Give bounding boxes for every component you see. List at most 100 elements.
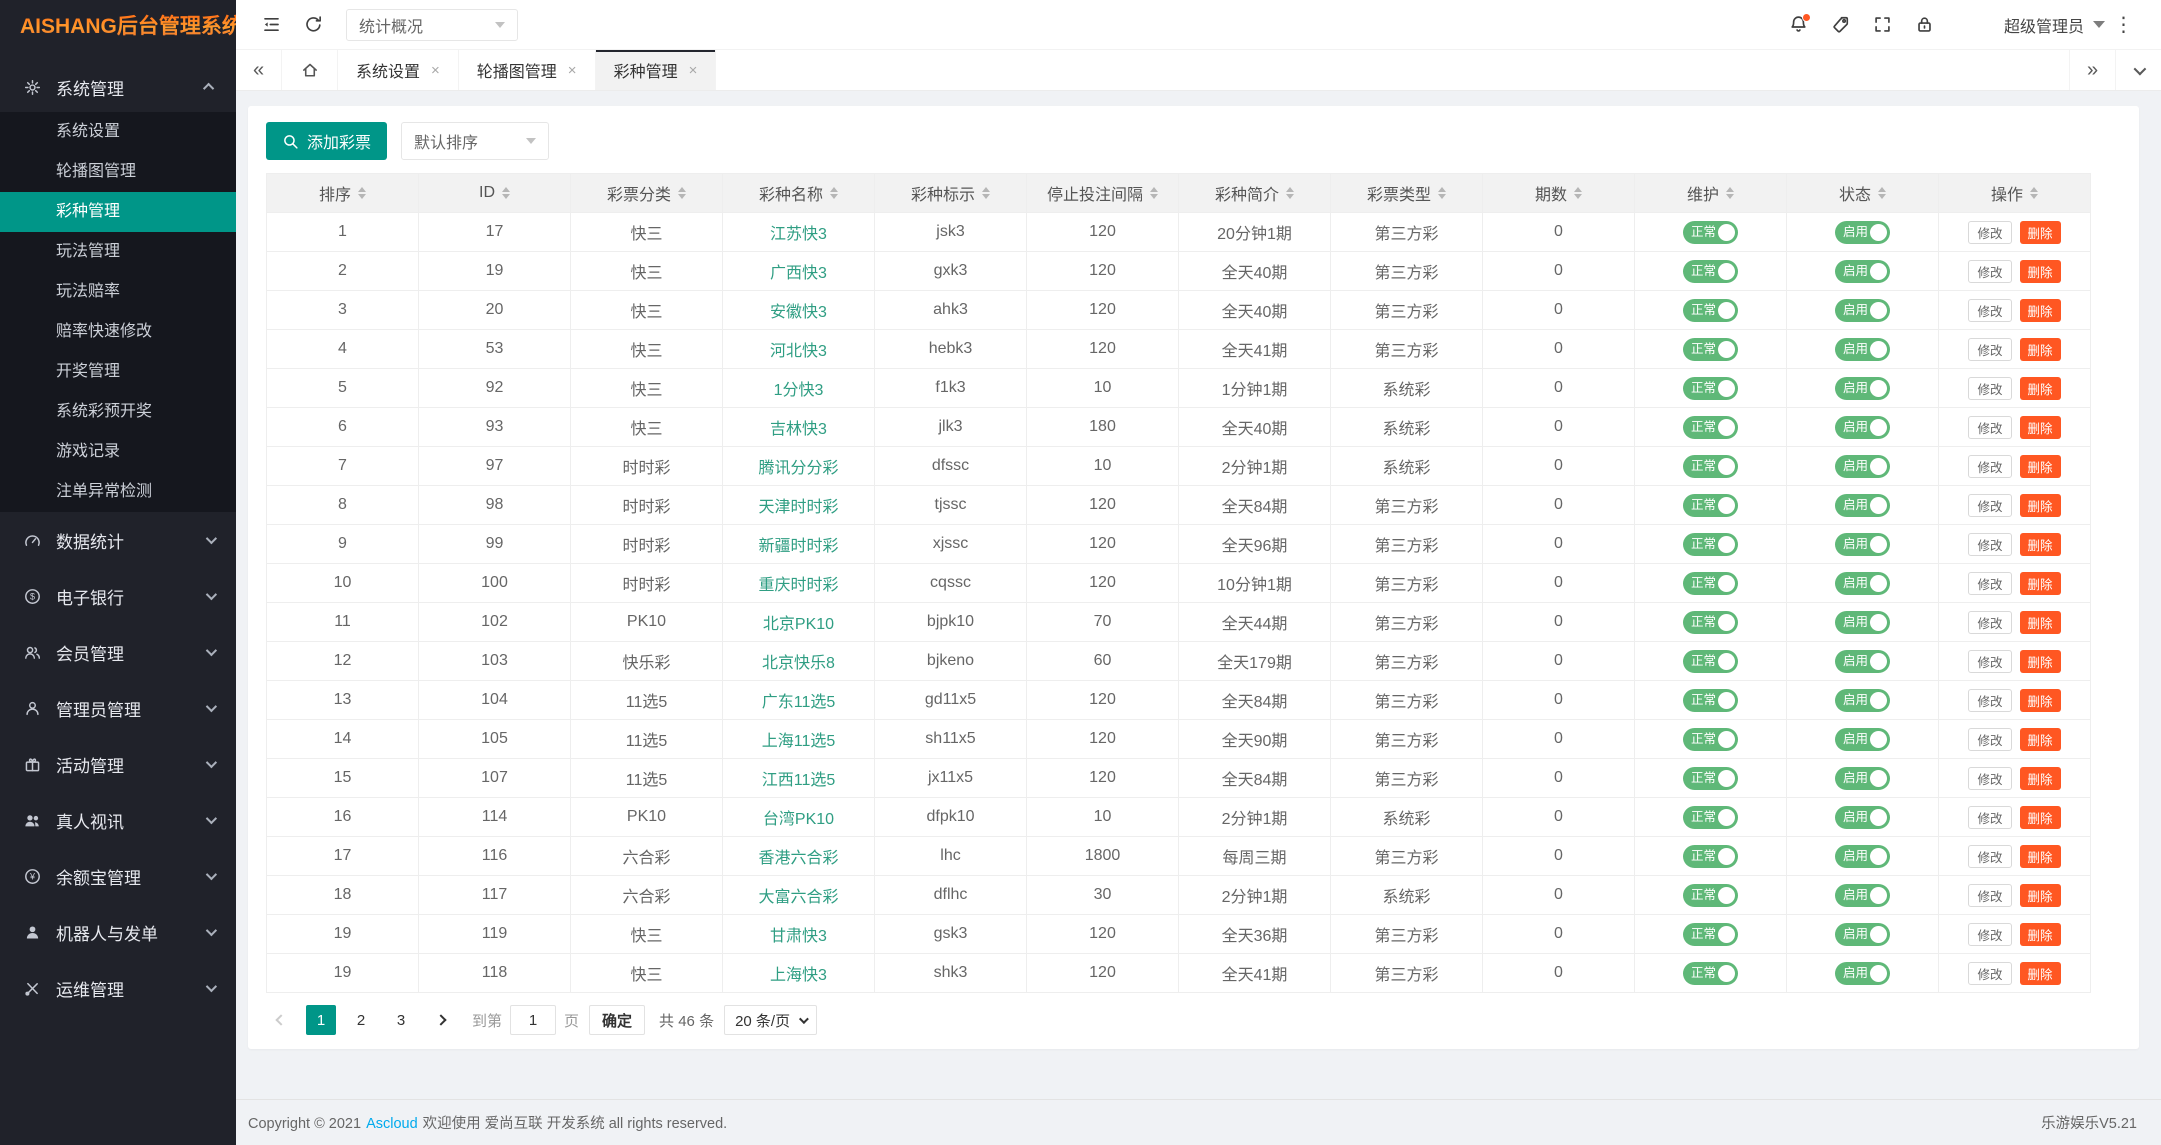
delete-button[interactable]: 删除 [2019,766,2061,790]
maintain-toggle[interactable]: 正常 [1683,337,1738,361]
status-toggle[interactable]: 启用 [1835,688,1890,712]
delete-button[interactable]: 删除 [2019,727,2061,751]
lottery-name-link[interactable]: 台湾PK10 [723,798,875,836]
column-header[interactable]: 彩种名称 [723,174,875,212]
status-toggle[interactable]: 启用 [1835,649,1890,673]
column-header[interactable]: 操作 [1939,174,2090,212]
maintain-toggle[interactable]: 正常 [1683,922,1738,946]
lock-icon[interactable] [1904,0,1946,50]
maintain-toggle[interactable]: 正常 [1683,805,1738,829]
sidebar-group-live-video-toggle[interactable]: 真人视讯 [0,792,236,848]
status-toggle[interactable]: 启用 [1835,259,1890,283]
edit-button[interactable]: 修改 [1968,337,2012,361]
add-lottery-button[interactable]: 添加彩票 [266,122,388,160]
tabs-scroll-left-icon[interactable]: « [236,50,282,90]
tag-icon[interactable] [1820,0,1862,50]
lottery-name-link[interactable]: 北京PK10 [723,603,875,641]
ascloud-link[interactable]: Ascloud [366,1116,418,1132]
edit-button[interactable]: 修改 [1968,961,2012,985]
delete-button[interactable]: 删除 [2019,922,2061,946]
maintain-toggle[interactable]: 正常 [1683,298,1738,322]
lottery-name-link[interactable]: 北京快乐8 [723,642,875,680]
maintain-toggle[interactable]: 正常 [1683,688,1738,712]
user-menu[interactable]: 超级管理员 [2004,13,2105,37]
column-header[interactable]: ID [419,174,571,212]
edit-button[interactable]: 修改 [1968,376,2012,400]
lottery-name-link[interactable]: 广西快3 [723,252,875,290]
edit-button[interactable]: 修改 [1968,883,2012,907]
lottery-name-link[interactable]: 河北快3 [723,330,875,368]
page-button-3[interactable]: 3 [396,1011,406,1029]
status-toggle[interactable]: 启用 [1835,493,1890,517]
lottery-name-link[interactable]: 1分快3 [723,369,875,407]
edit-button[interactable]: 修改 [1968,298,2012,322]
sidebar-group-robot-and-orders-toggle[interactable]: 机器人与发单 [0,904,236,960]
tabs-more-icon[interactable]: » [2069,50,2115,90]
notification-bell-icon[interactable] [1778,0,1820,50]
sort-select[interactable]: 默认排序 [401,122,550,160]
delete-button[interactable]: 删除 [2019,688,2061,712]
maintain-toggle[interactable]: 正常 [1683,415,1738,439]
status-toggle[interactable]: 启用 [1835,805,1890,829]
sidebar-item-system-lottery-predraw[interactable]: 系统彩预开奖 [56,403,153,420]
page-button-1[interactable]: 1 [306,1005,336,1035]
status-toggle[interactable]: 启用 [1835,532,1890,556]
column-header[interactable]: 停止投注间隔 [1027,174,1179,212]
column-header[interactable]: 状态 [1787,174,1939,212]
delete-button[interactable]: 删除 [2019,454,2061,478]
column-header[interactable]: 维护 [1635,174,1787,212]
lottery-name-link[interactable]: 上海快3 [723,954,875,992]
lottery-name-link[interactable]: 重庆时时彩 [723,564,875,602]
sidebar-group-yuebao-management-toggle[interactable]: ¥ 余额宝管理 [0,848,236,904]
delete-button[interactable]: 删除 [2019,376,2061,400]
maintain-toggle[interactable]: 正常 [1683,844,1738,868]
maintain-toggle[interactable]: 正常 [1683,259,1738,283]
sidebar-item-system-settings[interactable]: 系统设置 [56,123,121,140]
maintain-toggle[interactable]: 正常 [1683,532,1738,556]
status-toggle[interactable]: 启用 [1835,727,1890,751]
delete-button[interactable]: 删除 [2019,220,2061,244]
maintain-toggle[interactable]: 正常 [1683,493,1738,517]
status-toggle[interactable]: 启用 [1835,337,1890,361]
maintain-toggle[interactable]: 正常 [1683,220,1738,244]
lottery-name-link[interactable]: 大富六合彩 [723,876,875,914]
delete-button[interactable]: 删除 [2019,532,2061,556]
close-icon[interactable]: × [431,61,440,79]
delete-button[interactable]: 删除 [2019,883,2061,907]
lottery-name-link[interactable]: 腾讯分分彩 [723,447,875,485]
sidebar-item-lottery-management[interactable]: 彩种管理 [0,192,236,232]
sidebar-group-ops-management-toggle[interactable]: 运维管理 [0,960,236,1016]
nav-select[interactable]: 统计概况 [346,8,518,41]
edit-button[interactable]: 修改 [1968,454,2012,478]
prev-page-button[interactable] [266,1005,296,1035]
sidebar-group-activity-management-toggle[interactable]: 活动管理 [0,736,236,792]
lottery-name-link[interactable]: 吉林快3 [723,408,875,446]
maintain-toggle[interactable]: 正常 [1683,961,1738,985]
menu-collapse-icon[interactable] [250,0,292,50]
sidebar-group-system-toggle[interactable]: 系统管理 [0,62,236,112]
edit-button[interactable]: 修改 [1968,688,2012,712]
sidebar-item-play-management[interactable]: 玩法管理 [56,243,121,260]
sidebar-group-admin-management-toggle[interactable]: 管理员管理 [0,680,236,736]
edit-button[interactable]: 修改 [1968,220,2012,244]
lottery-name-link[interactable]: 广东11选5 [723,681,875,719]
sidebar-item-banner-management[interactable]: 轮播图管理 [56,163,137,180]
status-toggle[interactable]: 启用 [1835,415,1890,439]
maintain-toggle[interactable]: 正常 [1683,454,1738,478]
status-toggle[interactable]: 启用 [1835,766,1890,790]
maintain-toggle[interactable]: 正常 [1683,571,1738,595]
tab-banner-management[interactable]: 轮播图管理 × [459,50,596,90]
close-icon[interactable]: × [567,61,577,79]
lottery-name-link[interactable]: 江西11选5 [723,759,875,797]
fullscreen-icon[interactable] [1862,0,1904,50]
refresh-icon[interactable] [292,0,334,50]
maintain-toggle[interactable]: 正常 [1683,649,1738,673]
lottery-name-link[interactable]: 天津时时彩 [723,486,875,524]
next-page-button[interactable] [426,1005,456,1035]
status-toggle[interactable]: 启用 [1835,454,1890,478]
sidebar-item-game-records[interactable]: 游戏记录 [56,443,121,460]
edit-button[interactable]: 修改 [1968,259,2012,283]
edit-button[interactable]: 修改 [1968,610,2012,634]
lottery-name-link[interactable]: 甘肃快3 [723,915,875,953]
maintain-toggle[interactable]: 正常 [1683,766,1738,790]
